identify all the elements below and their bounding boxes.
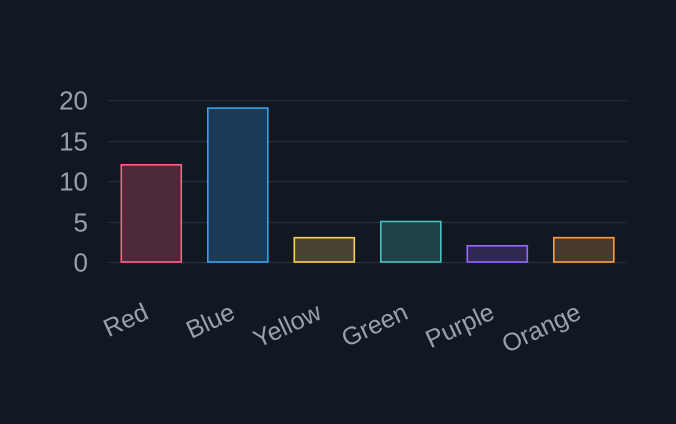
y-tick-label: 0: [74, 248, 88, 278]
bar-yellow[interactable]: [293, 236, 356, 263]
bar-blue[interactable]: [207, 107, 269, 263]
y-tick-label: 15: [59, 127, 88, 157]
y-tick-label: 5: [74, 208, 88, 238]
grid-lines: [108, 99, 627, 264]
x-tick-label: Blue: [182, 298, 239, 345]
x-tick-label: Red: [99, 298, 152, 343]
bar-orange[interactable]: [552, 236, 615, 263]
bar-purple[interactable]: [466, 245, 529, 263]
y-tick-label: 10: [59, 167, 88, 197]
y-axis-ticks: 0 5 10 15 20: [59, 86, 88, 278]
x-tick-label: Green: [337, 298, 412, 353]
x-tick-label: Orange: [498, 298, 585, 359]
bar-green[interactable]: [379, 220, 442, 263]
y-tick-label: 20: [59, 86, 88, 116]
x-axis-ticks: Red Blue Yellow Green Purple Orange: [99, 298, 585, 359]
bar-red[interactable]: [120, 164, 183, 263]
x-tick-label: Purple: [421, 298, 498, 354]
x-tick-label: Yellow: [249, 298, 326, 354]
bars: [120, 107, 615, 263]
